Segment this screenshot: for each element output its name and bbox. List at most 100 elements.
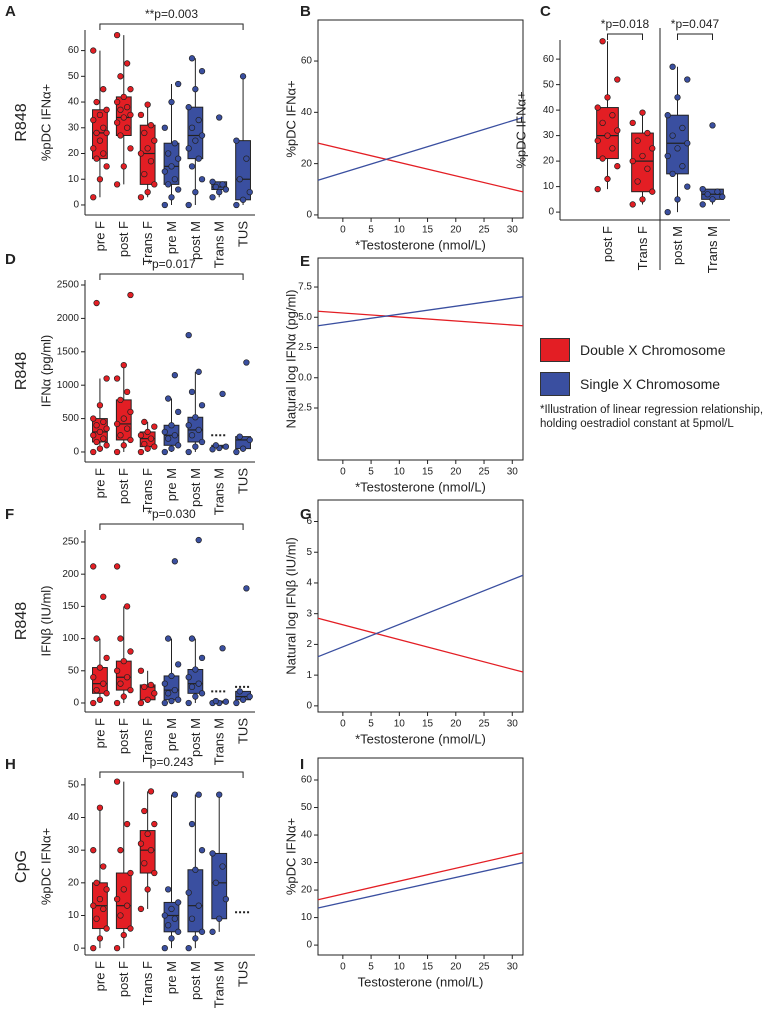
data-point [151,690,158,697]
data-point [90,902,97,909]
data-point [123,425,131,432]
data-point [127,436,134,444]
data-point [127,648,134,655]
data-point [246,436,253,444]
data-point [609,112,616,119]
data-point [141,683,148,691]
y-tick-label: 1000 [57,380,80,391]
category-label: post F [600,226,615,262]
category-label: Trans F [140,961,155,1005]
data-point [209,194,216,201]
data-point [137,905,145,913]
x-tick-label: 10 [394,225,406,236]
data-point [137,667,145,674]
y-tick-label: 0 [306,940,312,951]
category-label: pre M [164,961,179,994]
data-point [113,98,121,106]
legend-label: Double X Chromosome [580,342,726,358]
data-point [171,432,178,439]
data-point [137,150,145,157]
data-point [219,181,226,188]
data-point [198,690,206,697]
data-point [168,672,175,680]
data-point [168,422,175,429]
y-tick-label: 3 [306,608,312,619]
y-tick-label: 1 [306,670,312,681]
data-point [93,438,100,446]
data-point [144,101,151,108]
data-point [90,194,97,201]
data-point [96,696,104,703]
data-point [123,674,131,681]
x-tick-label: 30 [507,719,519,730]
category-label: pre M [164,221,179,254]
data-point [120,415,127,422]
data-point [90,847,97,854]
data-point [151,820,158,828]
data-point [594,104,601,111]
row-label: R848 [13,103,30,141]
data-point [147,158,155,165]
data-point [113,778,121,785]
data-point [704,191,711,198]
data-point [151,181,158,188]
data-point [137,699,145,707]
y-tick-label: 150 [62,601,79,612]
x-tick-label: 15 [422,225,434,236]
data-point [117,432,124,439]
data-point [185,145,192,152]
data-point [123,603,131,610]
category-label: TUS [236,961,251,987]
data-point [147,788,155,795]
data-point [90,116,97,124]
y-tick-label: 60 [301,56,313,67]
y-tick-label: 30 [301,857,313,868]
bracket [607,33,643,40]
data-point [185,201,192,209]
data-point [243,359,250,366]
data-point [141,129,148,137]
data-point [198,654,206,662]
data-point [212,697,220,705]
data-point [144,145,151,152]
data-point [113,699,121,707]
data-point [699,201,706,208]
regression-line [317,310,524,327]
data-point [188,388,196,396]
data-point [216,791,223,798]
y-tick-label: -2.5 [295,403,313,414]
y-axis-label: IFNβ (IU/ml) [38,585,53,656]
category-label: post M [188,718,203,757]
data-point [222,896,230,903]
data-point [185,889,192,896]
data-point [103,442,110,449]
x-tick-label: 5 [368,467,374,478]
data-point [171,372,178,379]
x-tick-label: 30 [507,962,519,973]
y-tick-label: 40 [301,830,313,841]
data-point [168,98,175,106]
plot-frame [317,19,524,219]
data-point [123,104,131,111]
data-point [239,73,247,80]
y-tick-label: 50 [543,79,555,90]
x-tick-label: 5 [368,225,374,236]
data-point [137,111,145,119]
data-point [246,693,253,700]
data-point [113,896,121,903]
plot-frame [317,757,524,956]
y-tick-label: 20 [301,158,313,169]
data-point [100,418,107,426]
data-point [594,137,601,144]
data-point [188,915,196,922]
y-tick-label: 0.0 [298,372,312,383]
data-point [100,86,107,93]
data-point [93,879,100,886]
x-tick-label: 10 [394,719,406,730]
data-point [192,414,199,421]
y-tick-label: 60 [543,54,555,65]
data-point [161,124,168,131]
x-tick-label: 20 [450,962,462,973]
data-point [243,155,250,162]
data-point [171,915,178,922]
